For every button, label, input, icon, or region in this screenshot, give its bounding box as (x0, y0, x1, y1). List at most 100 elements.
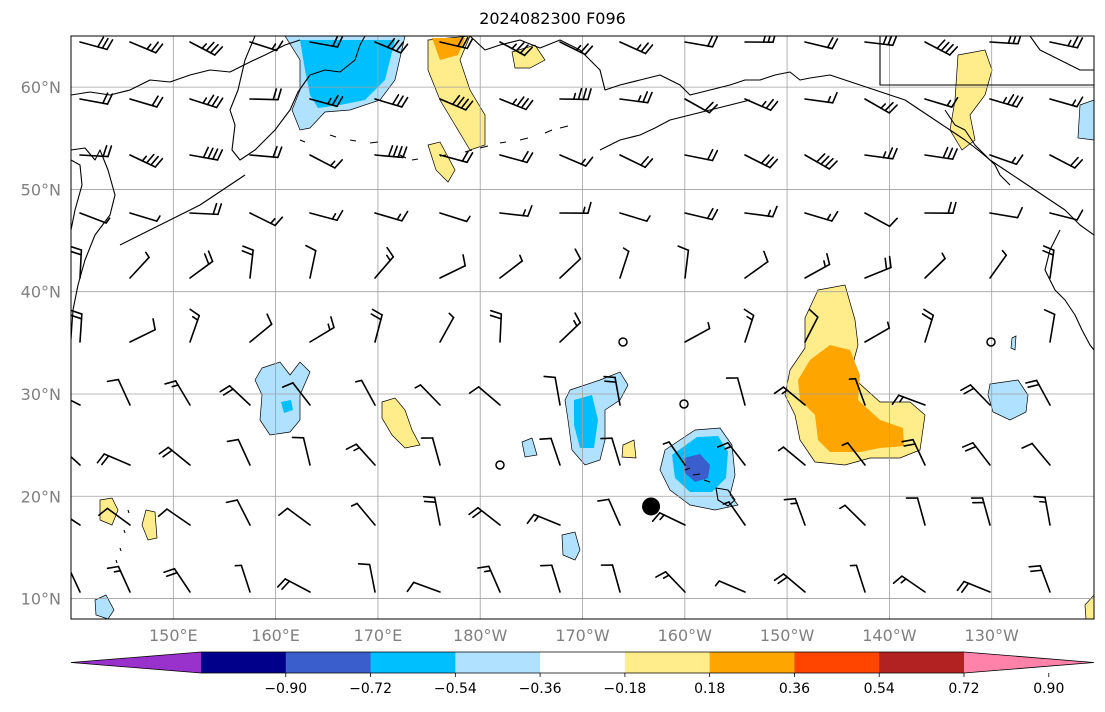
colorbar-tick-label: 0.54 (864, 681, 895, 697)
lat-tick-label: 50°N (21, 180, 61, 199)
colorbar-segment (201, 652, 287, 673)
lat-tick-label: 20°N (21, 487, 61, 506)
wind-barb (439, 254, 466, 279)
lon-tick-label: 140°W (862, 626, 917, 645)
wind-barb (924, 252, 946, 279)
wind-barb (98, 507, 131, 526)
wind-barb (1042, 245, 1055, 279)
calm-circle (618, 337, 628, 347)
wind-barb (309, 154, 344, 169)
wind-barb (249, 313, 273, 343)
colorbar-segment (879, 652, 965, 673)
longitude-labels: 150°E 160°E 170°E 180°W 170°W 160°W 150°W 140°W… (149, 626, 1019, 645)
wind-barb (773, 386, 806, 406)
wind-barb (499, 205, 533, 217)
negative-anomaly-region (574, 395, 598, 448)
colorbar-segment (370, 652, 456, 673)
wind-barb (499, 254, 524, 279)
wind-barb (989, 206, 1023, 219)
wind-barb (960, 384, 991, 406)
coastline (71, 39, 301, 96)
wind-barb (725, 377, 746, 406)
coastline (1044, 229, 1094, 351)
wind-barb (684, 98, 718, 114)
colorbar-segment (540, 652, 626, 673)
coastline (944, 109, 1011, 186)
wind-barb (241, 245, 254, 279)
wind-barb (129, 153, 164, 168)
wind-barb (864, 147, 898, 160)
wind-barb (276, 578, 311, 593)
colorbar-segment (709, 652, 795, 673)
wind-barb (539, 437, 561, 466)
wind-barb (71, 309, 83, 343)
lat-tick-label: 60°N (21, 78, 61, 97)
wind-barb (662, 441, 686, 466)
latitude-labels: 60°N 50°N 40°N 30°N 20°N 10°N (21, 78, 61, 608)
wind-barb (989, 93, 1024, 108)
wind-barb (543, 375, 561, 406)
wind-barb (716, 442, 746, 466)
colorbar-tick-label: 0.36 (779, 681, 810, 697)
wind-barb (374, 145, 408, 159)
wind-barb (924, 96, 959, 108)
wind-barb (891, 394, 926, 406)
calm-circle (679, 399, 689, 409)
wind-barb (439, 36, 474, 50)
negative-anomaly-region (987, 379, 1029, 421)
positive-anomaly-region (432, 38, 465, 60)
wind-barb (773, 573, 806, 593)
wind-barb (559, 87, 592, 101)
wind-barb (71, 455, 81, 466)
wind-barb (189, 94, 224, 109)
negative-anomaly-region (684, 454, 710, 482)
wind-barb (189, 146, 224, 161)
wind-barb (970, 497, 991, 526)
colorbar-tick-label: −0.36 (519, 681, 562, 697)
colorbar-tick-label: 0.72 (948, 681, 979, 697)
location-marker (642, 497, 661, 516)
wind-barb (804, 37, 839, 50)
wind-barb (961, 442, 991, 466)
wind-barb (79, 212, 111, 224)
wind-barb (71, 518, 81, 526)
positive-anomaly-region (621, 439, 637, 459)
coastline (684, 467, 736, 507)
positive-anomaly-region (949, 49, 993, 151)
wind-barb (559, 201, 592, 214)
wind-barb (164, 380, 191, 406)
coastline (599, 99, 751, 151)
coastline (119, 174, 246, 246)
wind-barb (158, 446, 191, 466)
wind-barb (777, 446, 806, 466)
positive-anomaly-region (427, 141, 456, 183)
wind-barb (234, 564, 251, 593)
wind-barb (684, 207, 719, 221)
wind-barb (226, 438, 251, 466)
colorbar-segment (624, 652, 711, 673)
wind-barb (619, 91, 653, 104)
lat-tick-label: 10°N (21, 590, 61, 609)
wind-barb (477, 565, 501, 593)
wind-barb (924, 146, 958, 160)
wind-barb (619, 41, 654, 55)
wind-barb (744, 205, 778, 218)
wind-barb (249, 145, 283, 159)
wind-barb (526, 513, 561, 526)
wind-barb (804, 210, 839, 222)
wind-barb (744, 36, 776, 44)
wind-barb (350, 502, 376, 526)
positive-anomaly-region (141, 509, 158, 541)
negative-anomaly-region (521, 437, 538, 458)
wind-barb (744, 98, 779, 111)
wind-barb (619, 212, 651, 222)
wind-barb (743, 308, 755, 343)
wind-barb (864, 212, 898, 228)
colorbar-segment (794, 652, 880, 673)
wind-barb (309, 316, 335, 343)
coastline (71, 147, 116, 341)
wind-barb (841, 442, 866, 466)
negative-anomaly-region (561, 531, 581, 561)
colorbar: −0.90 −0.72 −0.54 −0.36 −0.18 0.18 0.36 0.54 0.7… (70, 651, 1095, 697)
wind-barb (559, 41, 594, 56)
